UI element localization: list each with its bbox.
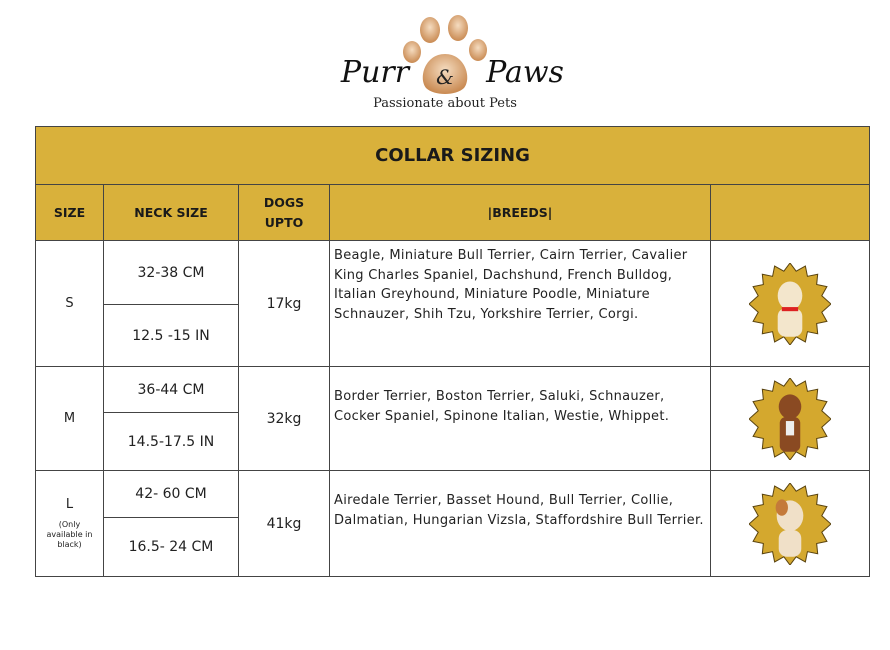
size-cell: M: [35, 366, 104, 471]
svg-text:Paws: Paws: [485, 55, 564, 90]
header-image: [709, 184, 871, 241]
dog-image-cell: [709, 366, 871, 471]
dog-badge-icon: [749, 482, 831, 565]
neck-in: 12.5 -15 IN: [103, 304, 239, 367]
size-note: (Only available in black): [46, 520, 93, 549]
dog-image-cell: [709, 470, 871, 577]
tagline: Passionate about Pets: [373, 96, 517, 111]
dog-image-cell: [709, 240, 871, 367]
purr-and-paws-logo: & Purr Paws: [340, 15, 564, 94]
neck-cm: 36-44 CM: [103, 366, 239, 413]
header-breeds: |BREEDS|: [329, 184, 711, 241]
weight-cell: 17kg: [238, 240, 330, 367]
size-cell: S: [35, 240, 104, 367]
header-dogs-upto: DOGS UPTO: [238, 184, 330, 241]
table-title: COLLAR SIZING: [34, 126, 871, 185]
header-neck-size: NECK SIZE: [103, 184, 239, 241]
weight-cell: 32kg: [238, 366, 330, 471]
svg-text:Purr: Purr: [340, 55, 411, 90]
collar-sizing-table: COLLAR SIZING SIZE NECK SIZE DOGS UPTO |…: [34, 126, 871, 577]
weight-cell: 41kg: [238, 470, 330, 577]
size-cell: L (Only available in black): [35, 470, 104, 577]
breeds-cell: Border Terrier, Boston Terrier, Saluki, …: [329, 366, 711, 471]
breeds-cell: Beagle, Miniature Bull Terrier, Cairn Te…: [329, 240, 711, 367]
svg-text:&: &: [436, 65, 454, 89]
neck-in: 14.5-17.5 IN: [103, 412, 239, 471]
dog-badge-icon: [749, 377, 831, 460]
neck-cm: 32-38 CM: [103, 240, 239, 305]
breeds-cell: Airedale Terrier, Basset Hound, Bull Ter…: [329, 470, 711, 577]
neck-cm: 42- 60 CM: [103, 470, 239, 518]
neck-in: 16.5- 24 CM: [103, 517, 239, 577]
dog-badge-icon: [749, 262, 831, 345]
header-size: SIZE: [35, 184, 104, 241]
